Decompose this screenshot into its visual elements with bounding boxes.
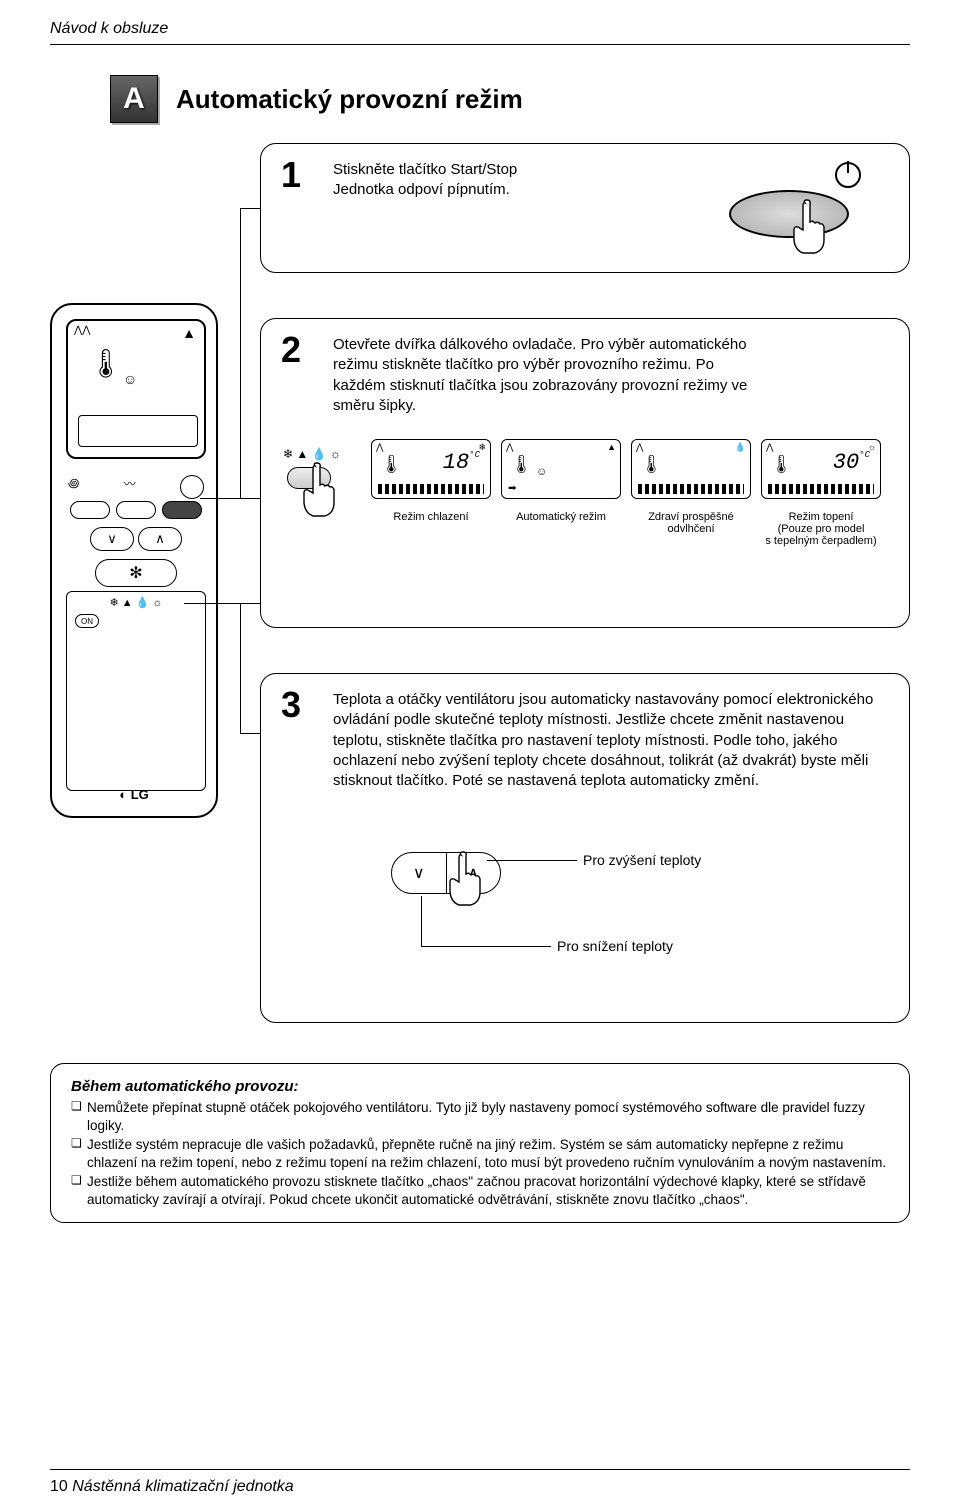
step-number: 1 bbox=[281, 154, 301, 196]
remote-screen: ⋀⋀ ▲ 🌡 ☺ bbox=[66, 319, 206, 459]
auto-mode-icon: A bbox=[110, 75, 158, 123]
rule-bottom bbox=[50, 1469, 910, 1470]
mode-label: Zdraví prospěšné odvlhčení bbox=[631, 511, 751, 547]
fan-bands bbox=[638, 484, 744, 494]
mini-screen: ⋀☼ 🌡 30°C bbox=[761, 439, 881, 499]
page-title: Automatický provozní režim bbox=[176, 84, 523, 115]
mode-button-press: ❄ ▲ 💧 ☼ bbox=[283, 447, 363, 527]
wave-icon: 〰 bbox=[124, 475, 136, 499]
auto-icon: ▲ bbox=[182, 325, 196, 341]
step-3-text: Teplota a otáčky ventilátoru jsou automa… bbox=[333, 690, 889, 791]
leader-line bbox=[487, 860, 577, 861]
step-1-illustration bbox=[729, 162, 869, 252]
mode-display-heating: ⋀☼ 🌡 30°C bbox=[761, 439, 881, 499]
leader-line bbox=[421, 896, 422, 946]
temp-down-half[interactable]: ∨ bbox=[392, 853, 446, 893]
hand-icon bbox=[441, 850, 491, 910]
remote-mid-panel: ꩜ 〰 ∨ ∧ ✻ bbox=[66, 475, 206, 587]
mode-label: Automatický režim bbox=[501, 511, 621, 547]
signal-icon: ⋀ bbox=[636, 442, 643, 453]
bullet-item: Nemůžete přepínat stupně otáček pokojové… bbox=[71, 1099, 889, 1134]
page-number: 10 bbox=[50, 1478, 68, 1495]
power-icon bbox=[180, 475, 204, 499]
step-3-box: 3 Teplota a otáčky ventilátoru jsou auto… bbox=[260, 673, 910, 1023]
remote-power-button[interactable] bbox=[162, 501, 202, 519]
remote-button[interactable] bbox=[116, 501, 156, 519]
fan-button[interactable]: ✻ bbox=[95, 559, 177, 587]
fan-bands bbox=[378, 484, 484, 494]
mode-temp-value: 18°C bbox=[443, 450, 480, 475]
step-1-text: Stiskněte tlačítko Start/Stop Jednotka o… bbox=[333, 160, 633, 201]
mode-temp-value: 30°C bbox=[833, 450, 870, 475]
content-stage: ⋀⋀ ▲ 🌡 ☺ ꩜ 〰 ∨ ∧ bbox=[50, 143, 910, 1213]
title-icon-letter: A bbox=[123, 82, 145, 116]
arrow-icon: ➡ bbox=[508, 483, 516, 494]
step-1-box: 1 Stiskněte tlačítko Start/Stop Jednotka… bbox=[260, 143, 910, 273]
connector-line bbox=[240, 603, 241, 733]
on-indicator: ON bbox=[75, 614, 99, 628]
thermometer-icon: 🌡 bbox=[88, 347, 124, 380]
droplet-icon: 💧 bbox=[735, 442, 746, 453]
signal-icon: ⋀ bbox=[376, 442, 383, 453]
signal-icon: ⋀⋀ bbox=[74, 325, 90, 336]
mode-displays-row: ⋀❄ 🌡 18°C ➡ ⋀ ▲ 🌡 ☺ ➡ ⋀ 💧 bbox=[371, 439, 889, 499]
remote-body: ⋀⋀ ▲ 🌡 ☺ ꩜ 〰 ∨ ∧ bbox=[50, 303, 218, 818]
connector-line bbox=[240, 208, 260, 209]
temp-down-label: Pro snížení teploty bbox=[557, 938, 673, 954]
thermometer-icon: 🌡 bbox=[770, 454, 793, 475]
face-icon: ☺ bbox=[536, 466, 547, 478]
temp-up-label: Pro zvýšení teploty bbox=[583, 852, 701, 868]
during-auto-title: Během automatického provozu: bbox=[71, 1078, 889, 1095]
display-bar bbox=[78, 415, 198, 447]
mode-icons: ❄ ▲ 💧 ☼ bbox=[283, 447, 341, 461]
remote-lower-panel: ❄ ▲ 💧 ☼ ON bbox=[66, 591, 206, 791]
hand-icon bbox=[785, 198, 835, 258]
connector-line bbox=[240, 208, 241, 498]
mini-screen: ⋀💧 🌡 ➡ bbox=[631, 439, 751, 499]
auto-icon: ▲ bbox=[607, 442, 616, 453]
signal-icon: ⋀ bbox=[506, 442, 513, 453]
connector-line bbox=[240, 733, 260, 734]
mode-display-auto: ⋀ ▲ 🌡 ☺ ➡ bbox=[501, 439, 621, 499]
power-symbol-icon bbox=[835, 162, 861, 188]
temp-up-button[interactable]: ∧ bbox=[138, 527, 182, 551]
temp-down-button[interactable]: ∨ bbox=[90, 527, 134, 551]
connector-line bbox=[200, 498, 260, 499]
bullet-item: Jestliže během automatického provozu sti… bbox=[71, 1173, 889, 1208]
fan-bands bbox=[768, 484, 874, 494]
step-number: 2 bbox=[281, 329, 301, 371]
hand-icon bbox=[295, 461, 345, 521]
step-2-box: 2 Otevřete dvířka dálkového ovladače. Pr… bbox=[260, 318, 910, 628]
during-auto-box: Během automatického provozu: Nemůžete př… bbox=[50, 1063, 910, 1223]
face-icon: ☺ bbox=[123, 371, 137, 387]
mode-display-cooling: ⋀❄ 🌡 18°C ➡ bbox=[371, 439, 491, 499]
page-footer: 10 Nástěnná klimatizační jednotka bbox=[50, 1478, 294, 1496]
mode-icons-row: ❄ ▲ 💧 ☼ bbox=[67, 592, 205, 611]
mini-screen: ⋀❄ 🌡 18°C ➡ bbox=[371, 439, 491, 499]
connector-line bbox=[184, 603, 260, 604]
bullet-item: Jestliže systém nepracuje dle vašich pož… bbox=[71, 1136, 889, 1171]
remote-button[interactable] bbox=[70, 501, 110, 519]
temp-adjust-illustration: ∨ ∧ Pro zvýšení teploty Pro snížení tepl… bbox=[391, 852, 751, 894]
step-2-text: Otevřete dvířka dálkového ovladače. Pro … bbox=[333, 335, 753, 416]
remote-control: ⋀⋀ ▲ 🌡 ☺ ꩜ 〰 ∨ ∧ bbox=[50, 303, 220, 823]
mini-screen: ⋀ ▲ 🌡 ☺ ➡ bbox=[501, 439, 621, 499]
footer-title: Nástěnná klimatizační jednotka bbox=[72, 1478, 293, 1495]
mode-label: Režim topení (Pouze pro model s tepelným… bbox=[761, 511, 881, 547]
swirl-icon: ꩜ bbox=[68, 475, 79, 499]
mode-display-dehumid: ⋀💧 🌡 ➡ bbox=[631, 439, 751, 499]
lg-logo: LG bbox=[52, 787, 216, 802]
leader-line bbox=[421, 946, 551, 947]
thermometer-icon: 🌡 bbox=[380, 454, 403, 475]
step-number: 3 bbox=[281, 684, 301, 726]
rule-top bbox=[50, 44, 910, 45]
signal-icon: ⋀ bbox=[766, 442, 773, 453]
title-row: A Automatický provozní režim bbox=[110, 75, 910, 123]
mode-label: Režim chlazení bbox=[371, 511, 491, 547]
thermometer-icon: 🌡 bbox=[640, 454, 663, 475]
thermometer-icon: 🌡 bbox=[510, 454, 533, 475]
page-header: Návod k obsluze bbox=[50, 20, 910, 38]
